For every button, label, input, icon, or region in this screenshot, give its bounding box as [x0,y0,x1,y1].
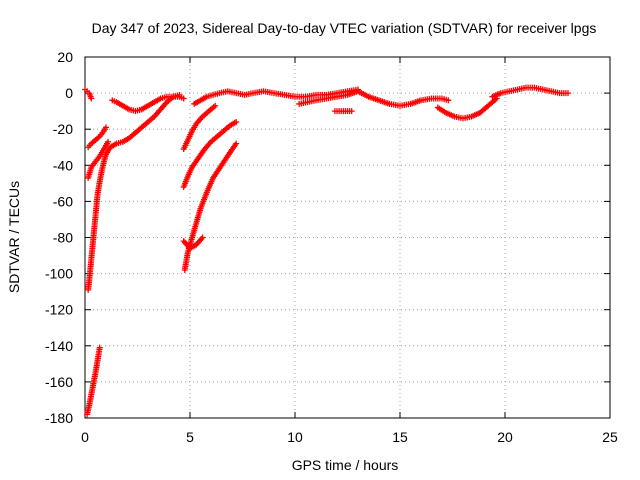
data-point [445,97,452,104]
data-point [103,124,109,131]
x-axis-label: GPS time / hours [292,457,399,473]
x-tick-label: 0 [81,429,89,445]
series-arc-midday-1 [181,140,240,273]
y-tick-label: -80 [53,230,73,246]
series-arc-midday-2 [180,118,240,190]
x-tick-label: 15 [392,429,408,445]
data-point [96,344,103,351]
data-point [212,102,219,109]
data-point [565,90,571,97]
y-tick-label: -160 [45,374,73,390]
y-axis-label: SDTVAR / TECUs [6,181,22,293]
series-arc-steep-1 [85,91,183,293]
series-arc-steep-2 [85,138,112,181]
x-tick-label: 10 [287,429,303,445]
x-tick-label: 25 [602,429,618,445]
data-point [88,95,95,102]
data-point [233,118,240,125]
data-point [180,95,187,102]
series-arc-evening [434,95,500,122]
series-arc-midday-3 [180,102,219,153]
y-tick-label: -180 [45,410,73,426]
y-tick-label: 0 [65,85,73,101]
y-tick-label: -60 [53,193,73,209]
data-point [199,234,206,241]
y-tick-label: 20 [57,49,73,65]
series-arc-bottom [84,344,103,418]
y-tick-label: -40 [53,157,73,173]
series-arc-steep-3 [85,124,109,151]
data-point [105,138,112,145]
chart-title: Day 347 of 2023, Sidereal Day-to-day VTE… [92,20,597,36]
x-tick-label: 20 [497,429,513,445]
axis-ticks [84,56,611,419]
y-tick-label: -140 [45,338,73,354]
series-arc-midday-4 [180,234,206,252]
y-tick-label: -20 [53,121,73,137]
data-marks [82,84,571,418]
x-tick-label: 5 [186,429,194,445]
tick-labels: 0 5 10 15 20 25 20 0 -20 -40 -60 -80 -100 -120 -140 -16… [45,49,618,445]
series-arc-early-top [82,86,95,102]
data-point [233,140,240,147]
data-point [348,108,355,115]
y-tick-label: -120 [45,302,73,318]
series-arc-afternoon-short [331,108,355,115]
y-tick-label: -100 [45,266,73,282]
series-arc-afternoon [296,88,452,109]
series-arc-morning-flat [109,93,187,115]
series-arc-night [489,84,571,100]
